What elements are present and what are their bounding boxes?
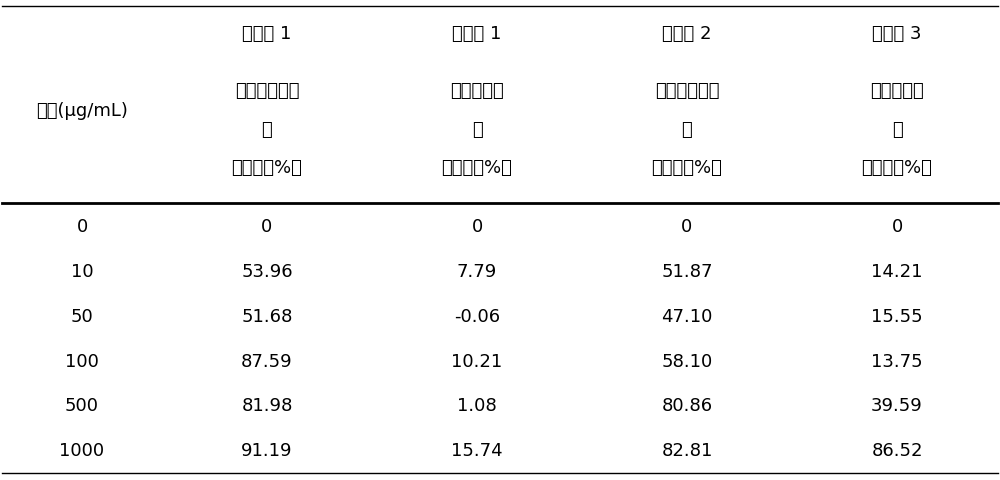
Text: 51.68: 51.68 (241, 307, 293, 325)
Text: 86.52: 86.52 (871, 442, 923, 459)
Text: 醚: 醚 (262, 120, 272, 139)
Text: 1.08: 1.08 (457, 396, 497, 415)
Text: 醚: 醚 (892, 120, 902, 139)
Text: 二甲基三硫: 二甲基三硫 (870, 82, 924, 100)
Text: 39.59: 39.59 (871, 396, 923, 415)
Text: 1000: 1000 (59, 442, 105, 459)
Text: 实施例 1: 实施例 1 (242, 24, 292, 43)
Text: 浓度(μg/mL): 浓度(μg/mL) (36, 101, 128, 120)
Text: 53.96: 53.96 (241, 262, 293, 280)
Text: 甲基丙基二硫: 甲基丙基二硫 (655, 82, 719, 100)
Text: 91.19: 91.19 (241, 442, 293, 459)
Text: 7.79: 7.79 (457, 262, 497, 280)
Text: 15.74: 15.74 (451, 442, 503, 459)
Text: 0: 0 (261, 217, 273, 235)
Text: 10.21: 10.21 (451, 352, 503, 370)
Text: 抑制率（%）: 抑制率（%） (442, 159, 512, 177)
Text: 50: 50 (71, 307, 93, 325)
Text: 100: 100 (65, 352, 99, 370)
Text: 0: 0 (891, 217, 903, 235)
Text: 醚: 醚 (472, 120, 482, 139)
Text: 10: 10 (71, 262, 93, 280)
Text: 抑制率（%）: 抑制率（%） (232, 159, 302, 177)
Text: 58.10: 58.10 (661, 352, 713, 370)
Text: 醚: 醚 (682, 120, 692, 139)
Text: 甲基丙基三硫: 甲基丙基三硫 (235, 82, 299, 100)
Text: 47.10: 47.10 (661, 307, 713, 325)
Text: 二丙基二硫: 二丙基二硫 (450, 82, 504, 100)
Text: 500: 500 (65, 396, 99, 415)
Text: 对比例 2: 对比例 2 (662, 24, 712, 43)
Text: 抑制率（%）: 抑制率（%） (652, 159, 722, 177)
Text: 对比例 1: 对比例 1 (452, 24, 502, 43)
Text: 对比例 3: 对比例 3 (872, 24, 922, 43)
Text: 0: 0 (76, 217, 88, 235)
Text: 15.55: 15.55 (871, 307, 923, 325)
Text: 14.21: 14.21 (871, 262, 923, 280)
Text: 81.98: 81.98 (241, 396, 293, 415)
Text: 51.87: 51.87 (661, 262, 713, 280)
Text: 13.75: 13.75 (871, 352, 923, 370)
Text: -0.06: -0.06 (454, 307, 500, 325)
Text: 82.81: 82.81 (661, 442, 713, 459)
Text: 87.59: 87.59 (241, 352, 293, 370)
Text: 0: 0 (681, 217, 693, 235)
Text: 0: 0 (471, 217, 483, 235)
Text: 80.86: 80.86 (661, 396, 713, 415)
Text: 抑制率（%）: 抑制率（%） (862, 159, 932, 177)
